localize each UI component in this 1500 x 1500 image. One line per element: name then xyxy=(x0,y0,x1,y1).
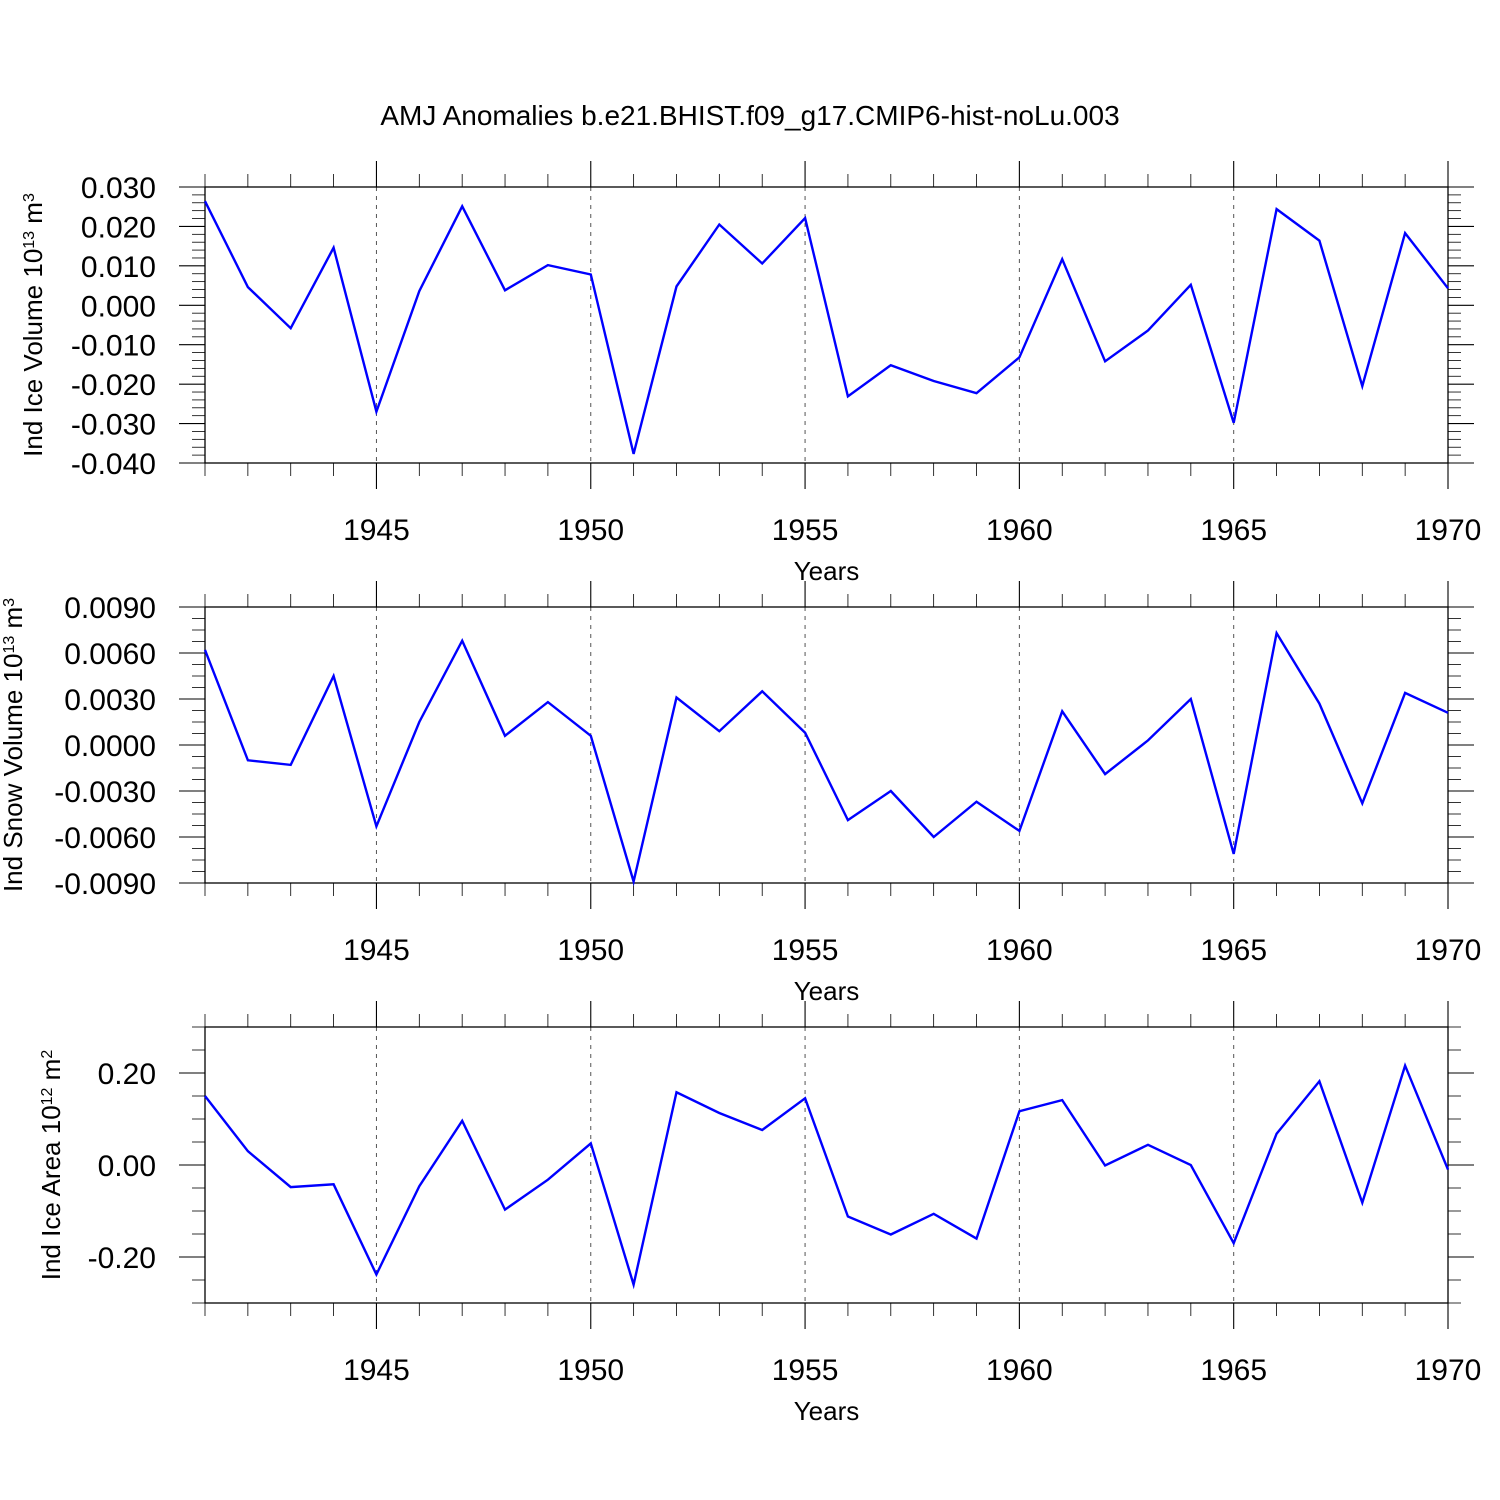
panel-3: 1945 1950 1955 1960 1965 1970 0.20 0.00 -0.20 Yea… xyxy=(36,1001,1481,1426)
panel-2: 1945 1950 1955 1960 1965 1970 0.0090 0.0060 0.00… xyxy=(0,581,1481,1006)
plot-frame xyxy=(204,606,1449,884)
y-tick-label: 0.0060 xyxy=(64,638,156,671)
x-tick-label: 1945 xyxy=(343,934,410,967)
y-tick-label: 0.010 xyxy=(81,251,156,284)
y-tick-label: 0.000 xyxy=(81,290,156,323)
y-tick-label: 0.0090 xyxy=(64,592,156,625)
x-tick-label: 1945 xyxy=(343,514,410,547)
y-tick-label: -0.0060 xyxy=(54,822,156,855)
y-tick-label: -0.040 xyxy=(71,448,156,481)
panel-1: 1945 1950 1955 1960 1965 1970 0.030 0.020 0.010 0… xyxy=(18,161,1481,586)
y-tick-label: 0.20 xyxy=(98,1058,156,1091)
x-axis-label: Years xyxy=(794,976,860,1006)
series-line xyxy=(204,1062,1450,1290)
x-axis-label: Years xyxy=(794,1396,860,1426)
x-axis-label: Years xyxy=(794,556,860,586)
x-tick-label: 1955 xyxy=(772,1354,839,1387)
y-tick-label: -0.0030 xyxy=(54,776,156,809)
y-tick-label: -0.020 xyxy=(71,369,156,402)
x-tick-label: 1955 xyxy=(772,934,839,967)
figure-title: AMJ Anomalies b.e21.BHIST.f09_g17.CMIP6-… xyxy=(380,100,1119,131)
plot-frame xyxy=(204,186,1449,464)
y-axis-label: Ind Snow Volume 1013 m3 xyxy=(0,598,28,892)
x-tick-label: 1950 xyxy=(557,934,624,967)
x-tick-label: 1945 xyxy=(343,1354,410,1387)
x-tick-label: 1965 xyxy=(1200,514,1267,547)
x-tick-label: 1950 xyxy=(557,1354,624,1387)
x-tick-label: 1965 xyxy=(1200,934,1267,967)
x-tick-label: 1960 xyxy=(986,1354,1053,1387)
y-tick-label: 0.030 xyxy=(81,172,156,205)
x-tick-label: 1970 xyxy=(1415,514,1482,547)
y-tick-label: 0.00 xyxy=(98,1150,156,1183)
y-tick-label: 0.0000 xyxy=(64,730,156,763)
x-tick-label: 1955 xyxy=(772,514,839,547)
x-tick-label: 1950 xyxy=(557,514,624,547)
plot-frame xyxy=(204,1026,1449,1304)
y-tick-label: 0.0030 xyxy=(64,684,156,717)
y-axis-label: Ind Ice Area 1012 m2 xyxy=(36,1050,66,1281)
y-tick-label: -0.20 xyxy=(88,1242,156,1275)
y-tick-label: -0.0090 xyxy=(54,868,156,901)
x-tick-label: 1965 xyxy=(1200,1354,1267,1387)
y-tick-label: 0.020 xyxy=(81,211,156,244)
y-tick-label: -0.010 xyxy=(71,330,156,363)
series-line xyxy=(203,629,1449,887)
x-tick-label: 1970 xyxy=(1415,934,1482,967)
y-tick-label: -0.030 xyxy=(71,409,156,442)
series-line xyxy=(203,200,1449,455)
x-tick-label: 1960 xyxy=(986,514,1053,547)
y-axis-label: Ind Ice Volume 1013 m3 xyxy=(18,193,48,457)
x-tick-label: 1960 xyxy=(986,934,1053,967)
x-tick-label: 1970 xyxy=(1415,1354,1482,1387)
